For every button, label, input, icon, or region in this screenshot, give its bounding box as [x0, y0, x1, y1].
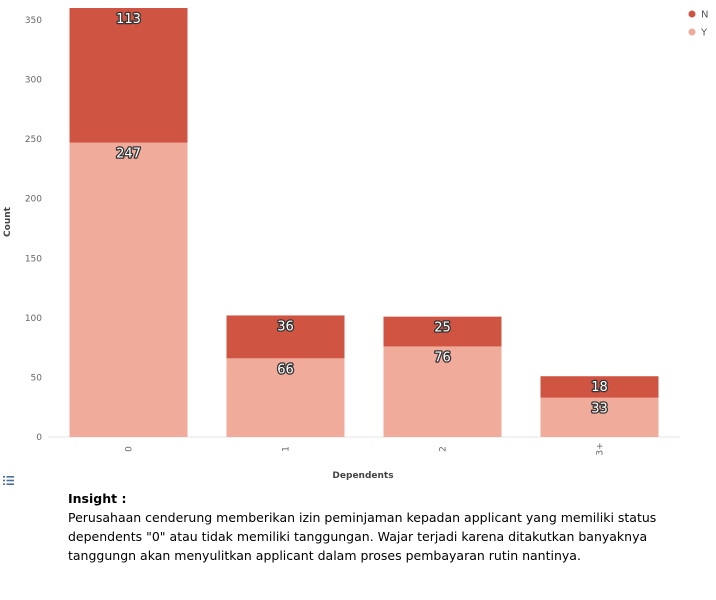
- insight-block: Insight : Perusahaan cenderung memberika…: [68, 489, 708, 565]
- x-axis: 0 1 2 3+: [125, 442, 606, 455]
- bar-n-1: [226, 315, 345, 359]
- legend[interactable]: NY: [688, 10, 709, 39]
- bar-label: 113: [116, 12, 141, 27]
- bar-y-2: [383, 346, 502, 437]
- bar-label: 25: [434, 321, 451, 336]
- y-tick-label: 0: [36, 433, 42, 443]
- x-tick-label: 1: [282, 446, 292, 452]
- insight-body: Perusahaan cenderung memberikan izin pem…: [68, 510, 657, 563]
- bar-label: 33: [591, 402, 608, 417]
- bar-n-3plus: [540, 376, 659, 398]
- legend-marker: [688, 10, 696, 18]
- y-tick-label: 50: [31, 373, 43, 383]
- legend-label: N: [701, 10, 708, 21]
- bar-y-0: [69, 142, 188, 438]
- bar-label: 76: [434, 350, 451, 365]
- x-tick-label: 3+: [596, 442, 606, 455]
- x-axis-title: Dependents: [332, 471, 393, 481]
- insight-title: Insight :: [68, 491, 127, 506]
- legend-marker: [688, 28, 696, 36]
- bar-n-2: [383, 316, 502, 347]
- x-tick-label: 0: [125, 446, 135, 452]
- y-tick-label: 100: [25, 314, 42, 324]
- bar-label: 247: [116, 147, 141, 162]
- y-tick-label: 150: [25, 254, 42, 264]
- bar-n-0: [69, 8, 188, 143]
- x-tick-label: 2: [439, 446, 449, 452]
- y-axis-title: Count: [3, 206, 13, 237]
- bar-y-1: [226, 358, 345, 437]
- stacked-bar-chart: 0 50 100 150 200 250 300 350 247 113 66 36 76 25 33 18…: [3, 8, 709, 481]
- y-tick-label: 350: [25, 16, 42, 26]
- y-tick-label: 300: [25, 76, 42, 86]
- bar-label: 18: [591, 380, 608, 395]
- bar-y-3plus: [540, 397, 659, 437]
- bar-label: 36: [277, 319, 294, 334]
- y-tick-label: 250: [25, 135, 42, 145]
- legend-label: Y: [700, 28, 708, 39]
- y-tick-label: 200: [25, 195, 42, 205]
- bar-label: 66: [277, 362, 294, 377]
- list-icon[interactable]: [2, 474, 15, 487]
- bars: 247 113 66 36 76 25 33 18: [69, 8, 659, 438]
